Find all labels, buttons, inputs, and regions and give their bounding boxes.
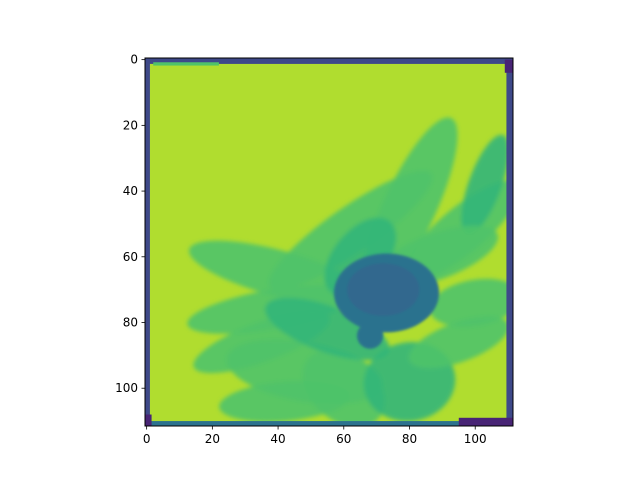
- border-left: [145, 58, 150, 426]
- border-corner-bottom-left: [145, 414, 152, 426]
- x-tick-label: 20: [205, 432, 220, 446]
- plot-frame: [144, 57, 514, 427]
- image-border: [145, 58, 513, 426]
- y-axis: 0 20 40 60 80 100: [115, 53, 145, 395]
- y-tick-label: 100: [115, 381, 138, 395]
- flower-center-bud: [356, 322, 384, 349]
- petal: [265, 297, 390, 361]
- border-corner-top-right: [504, 59, 513, 73]
- border-top: [145, 58, 513, 64]
- petal: [302, 349, 385, 426]
- border-bottom: [145, 421, 513, 426]
- border-top-strip: [153, 62, 219, 66]
- y-tick-label: 80: [123, 316, 138, 330]
- heatmap-image: [145, 58, 513, 426]
- petal: [461, 134, 509, 235]
- x-tick-label: 0: [143, 432, 151, 446]
- y-tick-label: 20: [123, 118, 138, 132]
- flower-center: [333, 253, 440, 349]
- y-tick-label: 40: [123, 184, 138, 198]
- x-axis: 0 20 40 60 80 100: [143, 426, 487, 446]
- y-tick-label: 60: [123, 250, 138, 264]
- petal: [408, 316, 509, 369]
- y-tick-label: 0: [130, 53, 138, 67]
- border-corner-bottom-right: [458, 417, 513, 426]
- petal: [429, 278, 513, 327]
- x-tick-label: 80: [402, 432, 417, 446]
- flower-center-core: [347, 263, 420, 316]
- x-tick-label: 60: [336, 432, 351, 446]
- x-tick-label: 40: [270, 432, 285, 446]
- x-tick-label: 100: [464, 432, 487, 446]
- border-right: [506, 58, 513, 426]
- flower-petals: [187, 117, 513, 426]
